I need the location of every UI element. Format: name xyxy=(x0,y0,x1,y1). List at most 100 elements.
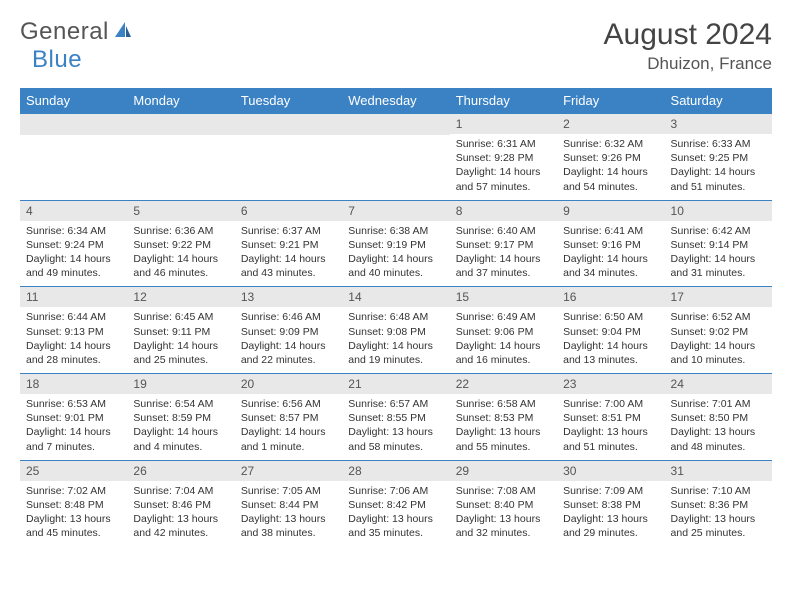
day-cell: 10Sunrise: 6:42 AMSunset: 9:14 PMDayligh… xyxy=(665,200,772,287)
day-details: Sunrise: 7:09 AMSunset: 8:38 PMDaylight:… xyxy=(557,481,664,547)
day-number: 9 xyxy=(557,201,664,221)
empty-day-number xyxy=(342,114,449,135)
empty-cell xyxy=(127,114,234,201)
day-cell: 13Sunrise: 6:46 AMSunset: 9:09 PMDayligh… xyxy=(235,287,342,374)
day-number: 18 xyxy=(20,374,127,394)
day-number: 7 xyxy=(342,201,449,221)
location: Dhuizon, France xyxy=(604,54,772,74)
day-details: Sunrise: 7:10 AMSunset: 8:36 PMDaylight:… xyxy=(665,481,772,547)
day-details: Sunrise: 6:40 AMSunset: 9:17 PMDaylight:… xyxy=(450,221,557,287)
calendar-row: 18Sunrise: 6:53 AMSunset: 9:01 PMDayligh… xyxy=(20,374,772,461)
day-number: 17 xyxy=(665,287,772,307)
day-number: 26 xyxy=(127,461,234,481)
weekday-tuesday: Tuesday xyxy=(235,88,342,114)
day-cell: 21Sunrise: 6:57 AMSunset: 8:55 PMDayligh… xyxy=(342,374,449,461)
day-details: Sunrise: 6:56 AMSunset: 8:57 PMDaylight:… xyxy=(235,394,342,460)
day-details: Sunrise: 6:54 AMSunset: 8:59 PMDaylight:… xyxy=(127,394,234,460)
weekday-saturday: Saturday xyxy=(665,88,772,114)
calendar-row: 25Sunrise: 7:02 AMSunset: 8:48 PMDayligh… xyxy=(20,460,772,546)
day-number: 10 xyxy=(665,201,772,221)
empty-cell xyxy=(342,114,449,201)
day-number: 31 xyxy=(665,461,772,481)
empty-day-body xyxy=(127,135,234,195)
logo-sail-icon xyxy=(113,20,133,45)
day-number: 6 xyxy=(235,201,342,221)
day-cell: 17Sunrise: 6:52 AMSunset: 9:02 PMDayligh… xyxy=(665,287,772,374)
day-details: Sunrise: 6:37 AMSunset: 9:21 PMDaylight:… xyxy=(235,221,342,287)
day-details: Sunrise: 6:58 AMSunset: 8:53 PMDaylight:… xyxy=(450,394,557,460)
day-cell: 4Sunrise: 6:34 AMSunset: 9:24 PMDaylight… xyxy=(20,200,127,287)
empty-day-number xyxy=(20,114,127,135)
day-cell: 9Sunrise: 6:41 AMSunset: 9:16 PMDaylight… xyxy=(557,200,664,287)
day-number: 4 xyxy=(20,201,127,221)
logo: General xyxy=(20,18,137,46)
day-number: 8 xyxy=(450,201,557,221)
day-details: Sunrise: 6:46 AMSunset: 9:09 PMDaylight:… xyxy=(235,307,342,373)
empty-day-number xyxy=(235,114,342,135)
header: General August 2024 Dhuizon, France xyxy=(20,18,772,74)
day-details: Sunrise: 7:08 AMSunset: 8:40 PMDaylight:… xyxy=(450,481,557,547)
empty-day-number xyxy=(127,114,234,135)
day-number: 5 xyxy=(127,201,234,221)
day-number: 19 xyxy=(127,374,234,394)
day-number: 14 xyxy=(342,287,449,307)
day-cell: 12Sunrise: 6:45 AMSunset: 9:11 PMDayligh… xyxy=(127,287,234,374)
day-details: Sunrise: 6:41 AMSunset: 9:16 PMDaylight:… xyxy=(557,221,664,287)
day-details: Sunrise: 7:00 AMSunset: 8:51 PMDaylight:… xyxy=(557,394,664,460)
day-number: 30 xyxy=(557,461,664,481)
day-details: Sunrise: 6:44 AMSunset: 9:13 PMDaylight:… xyxy=(20,307,127,373)
day-cell: 22Sunrise: 6:58 AMSunset: 8:53 PMDayligh… xyxy=(450,374,557,461)
day-cell: 8Sunrise: 6:40 AMSunset: 9:17 PMDaylight… xyxy=(450,200,557,287)
day-number: 23 xyxy=(557,374,664,394)
day-details: Sunrise: 6:53 AMSunset: 9:01 PMDaylight:… xyxy=(20,394,127,460)
day-number: 20 xyxy=(235,374,342,394)
day-number: 1 xyxy=(450,114,557,134)
day-cell: 11Sunrise: 6:44 AMSunset: 9:13 PMDayligh… xyxy=(20,287,127,374)
calendar-table: SundayMondayTuesdayWednesdayThursdayFrid… xyxy=(20,88,772,546)
day-cell: 29Sunrise: 7:08 AMSunset: 8:40 PMDayligh… xyxy=(450,460,557,546)
empty-day-body xyxy=(235,135,342,195)
day-details: Sunrise: 7:05 AMSunset: 8:44 PMDaylight:… xyxy=(235,481,342,547)
empty-day-body xyxy=(342,135,449,195)
day-number: 24 xyxy=(665,374,772,394)
day-details: Sunrise: 6:38 AMSunset: 9:19 PMDaylight:… xyxy=(342,221,449,287)
day-number: 22 xyxy=(450,374,557,394)
day-cell: 15Sunrise: 6:49 AMSunset: 9:06 PMDayligh… xyxy=(450,287,557,374)
day-number: 3 xyxy=(665,114,772,134)
day-details: Sunrise: 6:33 AMSunset: 9:25 PMDaylight:… xyxy=(665,134,772,200)
day-details: Sunrise: 6:36 AMSunset: 9:22 PMDaylight:… xyxy=(127,221,234,287)
day-details: Sunrise: 7:02 AMSunset: 8:48 PMDaylight:… xyxy=(20,481,127,547)
day-cell: 23Sunrise: 7:00 AMSunset: 8:51 PMDayligh… xyxy=(557,374,664,461)
weekday-row: SundayMondayTuesdayWednesdayThursdayFrid… xyxy=(20,88,772,114)
day-details: Sunrise: 7:01 AMSunset: 8:50 PMDaylight:… xyxy=(665,394,772,460)
month-title: August 2024 xyxy=(604,18,772,52)
empty-cell xyxy=(20,114,127,201)
day-number: 16 xyxy=(557,287,664,307)
day-cell: 24Sunrise: 7:01 AMSunset: 8:50 PMDayligh… xyxy=(665,374,772,461)
day-cell: 2Sunrise: 6:32 AMSunset: 9:26 PMDaylight… xyxy=(557,114,664,201)
day-number: 21 xyxy=(342,374,449,394)
day-number: 29 xyxy=(450,461,557,481)
logo-word-blue: Blue xyxy=(32,46,82,73)
day-cell: 14Sunrise: 6:48 AMSunset: 9:08 PMDayligh… xyxy=(342,287,449,374)
day-details: Sunrise: 6:50 AMSunset: 9:04 PMDaylight:… xyxy=(557,307,664,373)
day-cell: 26Sunrise: 7:04 AMSunset: 8:46 PMDayligh… xyxy=(127,460,234,546)
weekday-wednesday: Wednesday xyxy=(342,88,449,114)
day-number: 28 xyxy=(342,461,449,481)
title-block: August 2024 Dhuizon, France xyxy=(604,18,772,74)
weekday-thursday: Thursday xyxy=(450,88,557,114)
calendar-row: 4Sunrise: 6:34 AMSunset: 9:24 PMDaylight… xyxy=(20,200,772,287)
logo-word-general: General xyxy=(20,18,109,46)
weekday-sunday: Sunday xyxy=(20,88,127,114)
day-details: Sunrise: 6:57 AMSunset: 8:55 PMDaylight:… xyxy=(342,394,449,460)
weekday-monday: Monday xyxy=(127,88,234,114)
calendar-body: 1Sunrise: 6:31 AMSunset: 9:28 PMDaylight… xyxy=(20,114,772,547)
day-cell: 25Sunrise: 7:02 AMSunset: 8:48 PMDayligh… xyxy=(20,460,127,546)
day-cell: 27Sunrise: 7:05 AMSunset: 8:44 PMDayligh… xyxy=(235,460,342,546)
calendar-row: 1Sunrise: 6:31 AMSunset: 9:28 PMDaylight… xyxy=(20,114,772,201)
empty-day-body xyxy=(20,135,127,195)
day-cell: 31Sunrise: 7:10 AMSunset: 8:36 PMDayligh… xyxy=(665,460,772,546)
day-cell: 3Sunrise: 6:33 AMSunset: 9:25 PMDaylight… xyxy=(665,114,772,201)
day-number: 2 xyxy=(557,114,664,134)
day-cell: 16Sunrise: 6:50 AMSunset: 9:04 PMDayligh… xyxy=(557,287,664,374)
